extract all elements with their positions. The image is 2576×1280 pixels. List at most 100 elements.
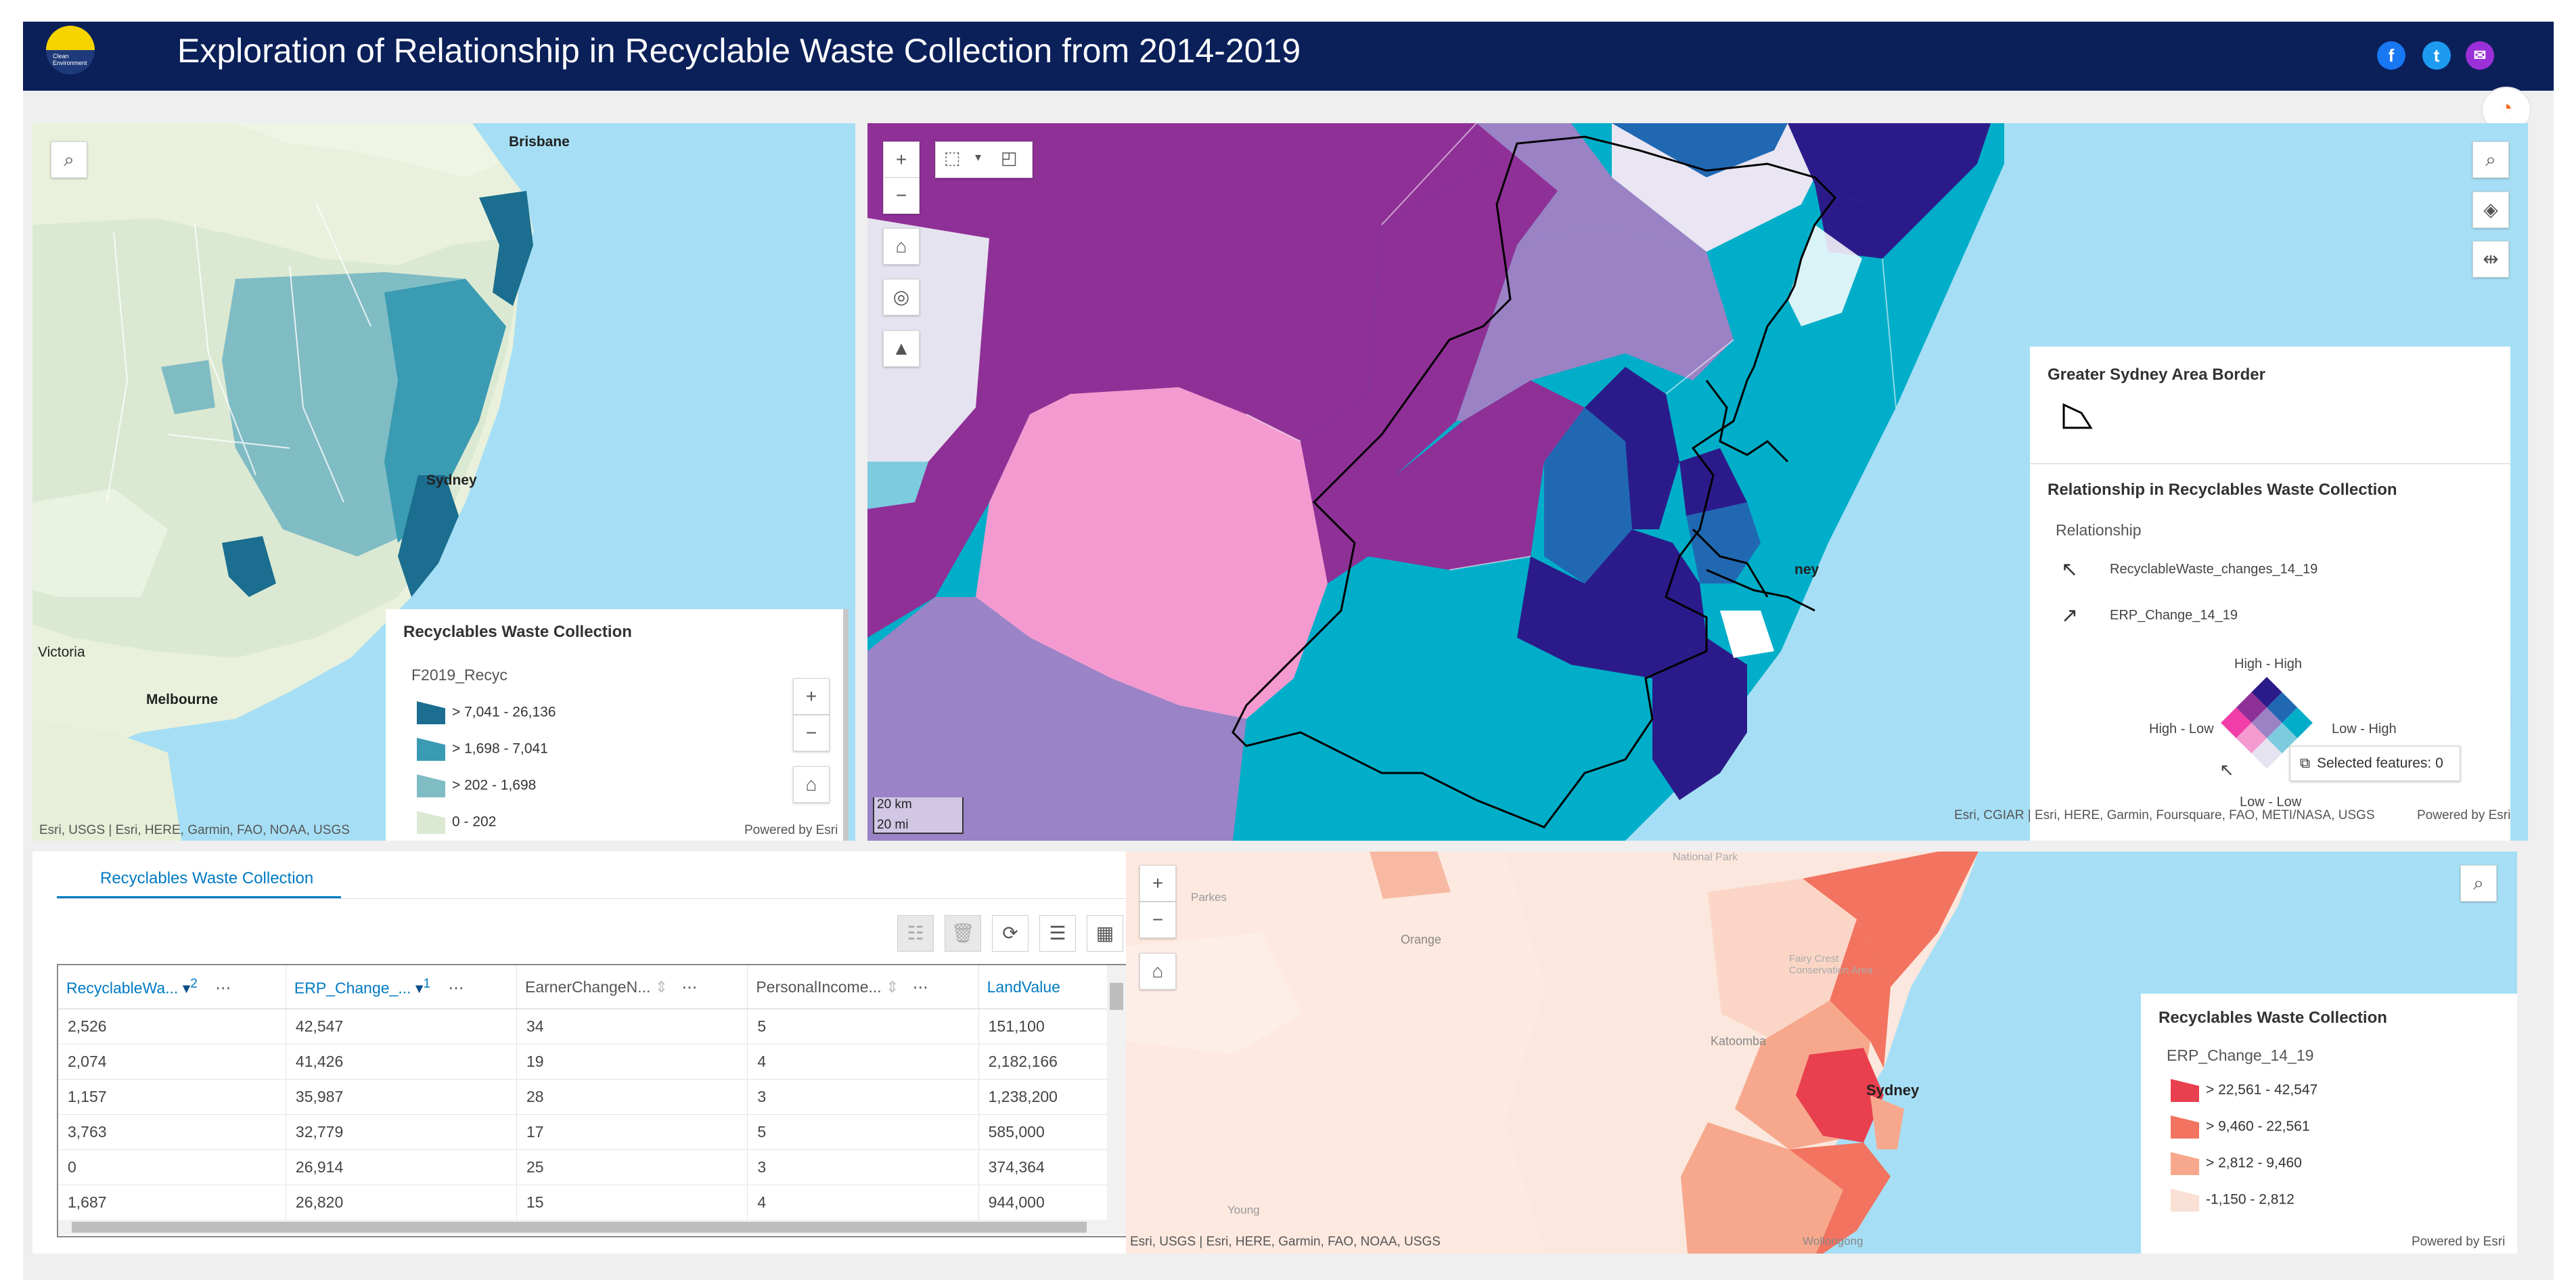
legend-field: F2019_Recyc: [411, 666, 507, 684]
label-high-low: High - Low: [2149, 722, 2214, 736]
scale-mi: 20 mi: [877, 818, 909, 832]
label-low-high: Low - High: [2332, 722, 2397, 736]
table-header-row: RecyclableWa... ▾2 ⋯ ERP_Change_... ▾1 ⋯…: [58, 965, 1127, 1009]
label-high-high: High - High: [2234, 657, 2303, 671]
erp-change-map[interactable]: Parkes Orange Katoomba Young Sydney Woll…: [1126, 852, 2517, 1254]
powered-by-esri[interactable]: Powered by Esri: [2417, 808, 2511, 822]
legend-divider: [2030, 463, 2510, 464]
home-button[interactable]: ⌂: [883, 228, 920, 265]
column-header[interactable]: PersonalIncome... ⇕ ⋯: [747, 965, 979, 1009]
compass-icon[interactable]: ▲: [883, 330, 920, 367]
horizontal-scrollbar[interactable]: [58, 1220, 1126, 1235]
locate-icon[interactable]: ◎: [883, 279, 920, 315]
legend-class: -1,150 - 2,812: [2171, 1189, 2295, 1212]
search-icon[interactable]: ⌕: [2472, 141, 2509, 178]
table-row[interactable]: 0 26,914 25 3 374,364: [58, 1149, 1127, 1185]
powered-by-esri[interactable]: Powered by Esri: [744, 823, 838, 837]
legend-scrollbar[interactable]: [843, 609, 849, 841]
facebook-icon[interactable]: f: [2377, 41, 2405, 70]
select-tool-icon[interactable]: ⬚: [944, 148, 961, 168]
zoom-in-button[interactable]: +: [793, 678, 830, 715]
show-hide-columns-icon[interactable]: ☰: [1039, 915, 1076, 952]
arrow-up-left-icon: ↖: [2061, 558, 2079, 581]
selected-features-button[interactable]: ⧉ Selected features: 0: [2290, 746, 2460, 781]
zoom-in-button[interactable]: +: [1139, 865, 1176, 902]
border-polygon-icon: [2062, 403, 2093, 429]
bivariate-diamond: [2221, 677, 2313, 769]
zoom-out-button[interactable]: −: [883, 177, 920, 214]
relationship-legend-title: Relationship in Recyclables Waste Collec…: [2048, 481, 2397, 499]
place-label-national-park: National Park: [1673, 852, 1738, 863]
arrow-up-left-icon: ↖: [2219, 759, 2234, 780]
legend-class: > 1,698 - 7,041: [417, 738, 548, 761]
place-label-katoomba: Katoomba: [1711, 1034, 1767, 1048]
legend-title: Recyclables Waste Collection: [2159, 1009, 2387, 1027]
layers-icon[interactable]: ◈: [2472, 192, 2509, 228]
search-icon[interactable]: ⌕: [2460, 865, 2497, 902]
place-label-wollongong: Wollongong: [1803, 1235, 1863, 1248]
column-header[interactable]: RecyclableWa... ▾2 ⋯: [58, 965, 286, 1009]
erp-legend: Recyclables Waste Collection ERP_Change_…: [2141, 994, 2517, 1254]
home-button[interactable]: ⌂: [793, 766, 830, 803]
vertical-scrollbar[interactable]: [1107, 965, 1126, 1220]
column-header[interactable]: ERP_Change_... ▾1 ⋯: [286, 965, 518, 1009]
city-label-sydney: ney: [1794, 562, 1820, 577]
legend-field: ERP_Change_14_19: [2167, 1046, 2314, 1064]
column-header[interactable]: EarnerChangeN... ⇕ ⋯: [516, 965, 748, 1009]
email-icon[interactable]: ✉: [2466, 41, 2494, 70]
relationship-legend-field: Relationship: [2056, 521, 2142, 539]
refresh-icon[interactable]: ⟳: [992, 915, 1029, 952]
place-label-young: Young: [1227, 1204, 1260, 1216]
relationship-axis-1: RecyclableWaste_changes_14_19: [2110, 562, 2318, 577]
label-low-low: Low - Low: [2240, 795, 2302, 810]
clear-selection-icon[interactable]: ◰: [1001, 148, 1018, 168]
legend-class: > 22,561 - 42,547: [2171, 1079, 2318, 1102]
legend-class: > 202 - 1,698: [417, 774, 536, 797]
app-logo: Clean Environment: [46, 26, 95, 74]
city-label-sydney: Sydney: [1866, 1082, 1920, 1099]
measure-icon[interactable]: ⇹: [2472, 241, 2509, 278]
twitter-icon[interactable]: t: [2422, 41, 2451, 70]
map-attribution: Esri, CGIAR | Esri, HERE, Garmin, Foursq…: [1954, 808, 2375, 822]
grid-icon[interactable]: ▦: [1087, 915, 1123, 952]
show-selected-button[interactable]: ☷: [897, 915, 934, 952]
active-tab-indicator: [57, 896, 341, 898]
legend-class: 0 - 202: [417, 811, 496, 834]
legend-class: > 7,041 - 26,136: [417, 701, 556, 724]
relationship-map[interactable]: ney + − ⌂ ◎ ▲ ⬚ ▾ ◰ ⌕ ◈ ⇹ ⛶ Greater Sydn…: [867, 123, 2528, 841]
overview-legend: Recyclables Waste Collection F2019_Recyc…: [386, 609, 849, 841]
table-row[interactable]: 2,526 42,547 34 5 151,100: [58, 1009, 1127, 1044]
map-attribution: Esri, USGS | Esri, HERE, Garmin, FAO, NO…: [1130, 1235, 1441, 1249]
legend-title: Recyclables Waste Collection: [403, 623, 632, 641]
search-icon[interactable]: ⌕: [51, 141, 87, 178]
place-label-parkes: Parkes: [1191, 891, 1227, 904]
overview-map[interactable]: Brisbane Sydney Victoria Melbourne ⌕ Rec…: [32, 123, 855, 841]
legend-class: > 2,812 - 9,460: [2171, 1152, 2302, 1175]
home-button[interactable]: ⌂: [1139, 953, 1176, 990]
tab-recyclables[interactable]: Recyclables Waste Collection: [100, 869, 314, 887]
table-row[interactable]: 1,687 26,820 15 4 944,000: [58, 1185, 1127, 1220]
chevron-down-icon[interactable]: ▾: [975, 150, 982, 164]
table-row[interactable]: 3,763 32,779 17 5 585,000: [58, 1114, 1127, 1150]
place-label-orange: Orange: [1401, 933, 1442, 946]
app-title: Exploration of Relationship in Recyclabl…: [177, 32, 1301, 70]
table-row[interactable]: 1,157 35,987 28 3 1,238,200: [58, 1079, 1127, 1115]
delete-icon[interactable]: 🗑: [945, 915, 981, 952]
selection-toolbar[interactable]: ⬚ ▾ ◰: [935, 141, 1033, 178]
zoom-in-button[interactable]: +: [883, 141, 920, 178]
zoom-out-button[interactable]: −: [793, 715, 830, 751]
city-label-brisbane: Brisbane: [509, 134, 570, 150]
arrow-up-right-icon: ↗: [2061, 604, 2079, 627]
column-header[interactable]: LandValue: [978, 965, 1127, 1009]
powered-by-esri[interactable]: Powered by Esri: [2412, 1235, 2506, 1249]
zoom-out-button[interactable]: −: [1139, 902, 1176, 938]
table-row[interactable]: 2,074 41,426 19 4 2,182,166: [58, 1044, 1127, 1080]
map-attribution: Esri, USGS | Esri, HERE, Garmin, FAO, NO…: [39, 823, 350, 837]
scale-km: 20 km: [877, 797, 912, 812]
border-legend-title: Greater Sydney Area Border: [2048, 366, 2265, 384]
app-header: [23, 22, 2554, 91]
selection-icon: ⧉: [2300, 755, 2310, 771]
relationship-axis-2: ERP_Change_14_19: [2110, 608, 2238, 623]
attribute-table[interactable]: RecyclableWa... ▾2 ⋯ ERP_Change_... ▾1 ⋯…: [57, 964, 1129, 1237]
region-label-victoria: Victoria: [38, 644, 85, 660]
